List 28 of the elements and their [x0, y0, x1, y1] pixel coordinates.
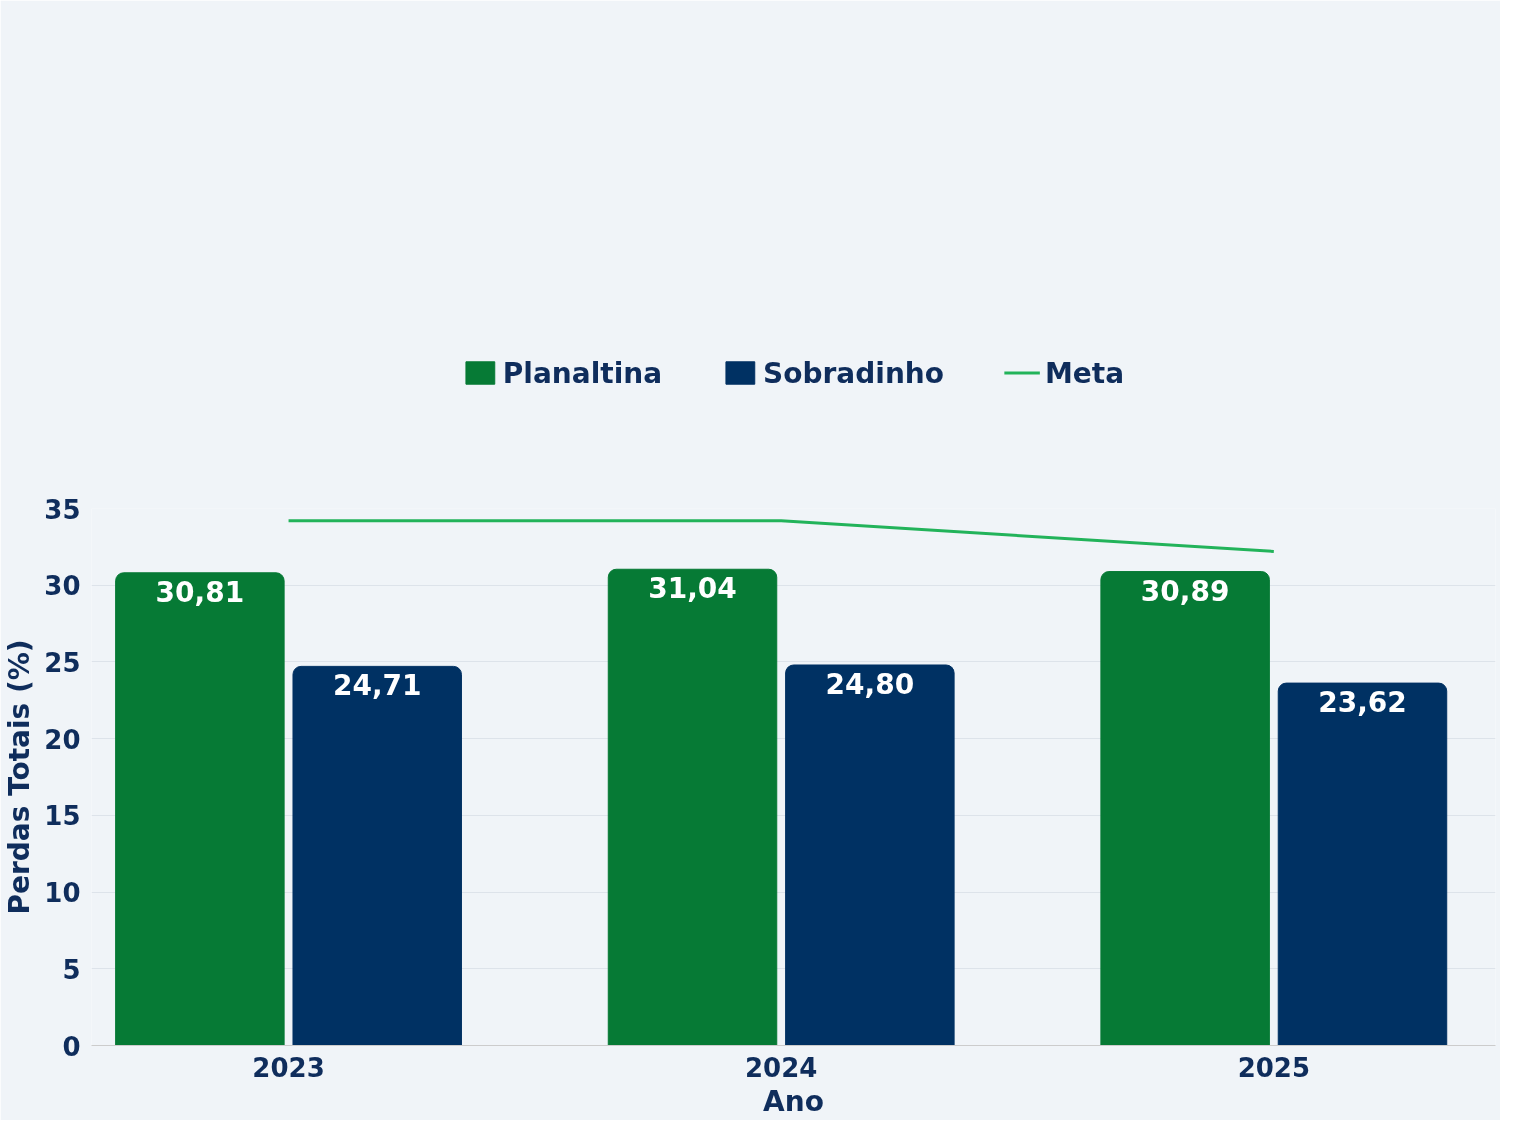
x-tick-label: 2024 — [745, 1052, 818, 1083]
y-tick-label: 20 — [44, 724, 81, 755]
y-tick-label: 35 — [44, 494, 81, 525]
x-axis-title: Ano — [763, 1084, 824, 1118]
x-tick-label: 2025 — [1237, 1052, 1311, 1083]
y-tick-label: 5 — [62, 954, 81, 985]
data-label: 23,62 — [1318, 686, 1407, 720]
data-label: 30,81 — [155, 575, 245, 609]
bar — [115, 572, 285, 1046]
data-label: 24,80 — [825, 668, 915, 701]
x-tick-label: 2023 — [252, 1052, 325, 1083]
y-tick-label: 30 — [44, 571, 81, 602]
y-tick-label: 15 — [44, 801, 81, 832]
legend-label: Meta — [1045, 356, 1125, 390]
bar — [292, 665, 462, 1046]
bar — [785, 664, 955, 1046]
bar — [1277, 682, 1448, 1046]
y-tick-label: 10 — [44, 878, 81, 909]
y-axis-title: Perdas Totais (%) — [3, 639, 37, 915]
legend-label: Sobradinho — [763, 356, 945, 390]
y-tick-label: 25 — [44, 647, 81, 678]
y-tick-label: 0 — [62, 1031, 81, 1062]
data-label: 30,89 — [1140, 574, 1230, 608]
legend-label: Planaltina — [502, 356, 663, 390]
bar — [607, 568, 778, 1046]
data-label: 31,04 — [648, 572, 737, 606]
bar — [1100, 571, 1270, 1046]
data-label: 24,71 — [332, 669, 422, 703]
